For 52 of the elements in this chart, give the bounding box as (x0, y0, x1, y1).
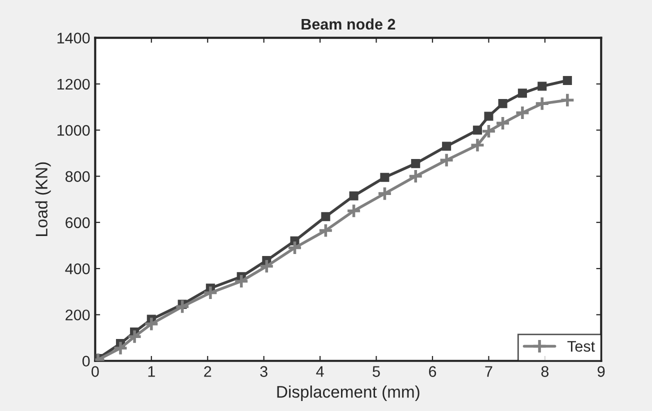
y-tick-label: 400 (65, 263, 90, 274)
point (259, 258, 274, 274)
point (534, 96, 550, 112)
point (346, 203, 362, 219)
x-tick-label: 8 (541, 366, 549, 377)
point (518, 88, 527, 98)
point (538, 82, 547, 91)
y-tick-label: 200 (66, 310, 90, 320)
x-tick-label: 2 (204, 366, 212, 377)
y-tick-label: 800 (66, 171, 90, 182)
y-tick-label: 0 (82, 356, 90, 367)
point (234, 274, 249, 289)
y-tick-label: 1200 (58, 78, 90, 90)
x-tick-label: 5 (372, 366, 380, 377)
x-tick-label: 1 (148, 366, 155, 377)
point (481, 124, 496, 139)
point (408, 168, 424, 184)
x-tick-label: 7 (485, 366, 492, 377)
y-axis-title: Load (KN) (35, 162, 51, 236)
point (472, 126, 482, 135)
point (562, 76, 572, 86)
point (321, 212, 330, 222)
point (318, 222, 334, 238)
point (287, 240, 302, 256)
chart-title: Beam node 2 (302, 18, 396, 30)
x-tick-label: 3 (260, 366, 268, 377)
y-tick-label: 1000 (58, 124, 90, 136)
point (560, 92, 576, 108)
x-tick-label: 9 (598, 366, 605, 377)
point (126, 328, 142, 344)
point (349, 191, 358, 200)
point (470, 137, 486, 153)
point (174, 298, 190, 314)
point (438, 152, 454, 168)
point (484, 112, 494, 121)
point (514, 105, 530, 120)
point (380, 172, 390, 182)
legend-label: Test (567, 341, 595, 352)
point (411, 159, 420, 168)
point (377, 186, 392, 202)
point (202, 285, 218, 300)
point (495, 116, 510, 131)
point (498, 99, 508, 108)
point (144, 316, 160, 332)
point (442, 142, 452, 151)
point (112, 340, 128, 356)
y-tick-label: 600 (66, 217, 90, 228)
y-tick-label: 1400 (58, 32, 90, 44)
x-tick-label: 6 (429, 366, 436, 377)
x-axis-title: Displacement (mm) (277, 386, 420, 402)
x-tick-label: 0 (92, 366, 99, 377)
x-tick-label: 4 (316, 366, 324, 377)
